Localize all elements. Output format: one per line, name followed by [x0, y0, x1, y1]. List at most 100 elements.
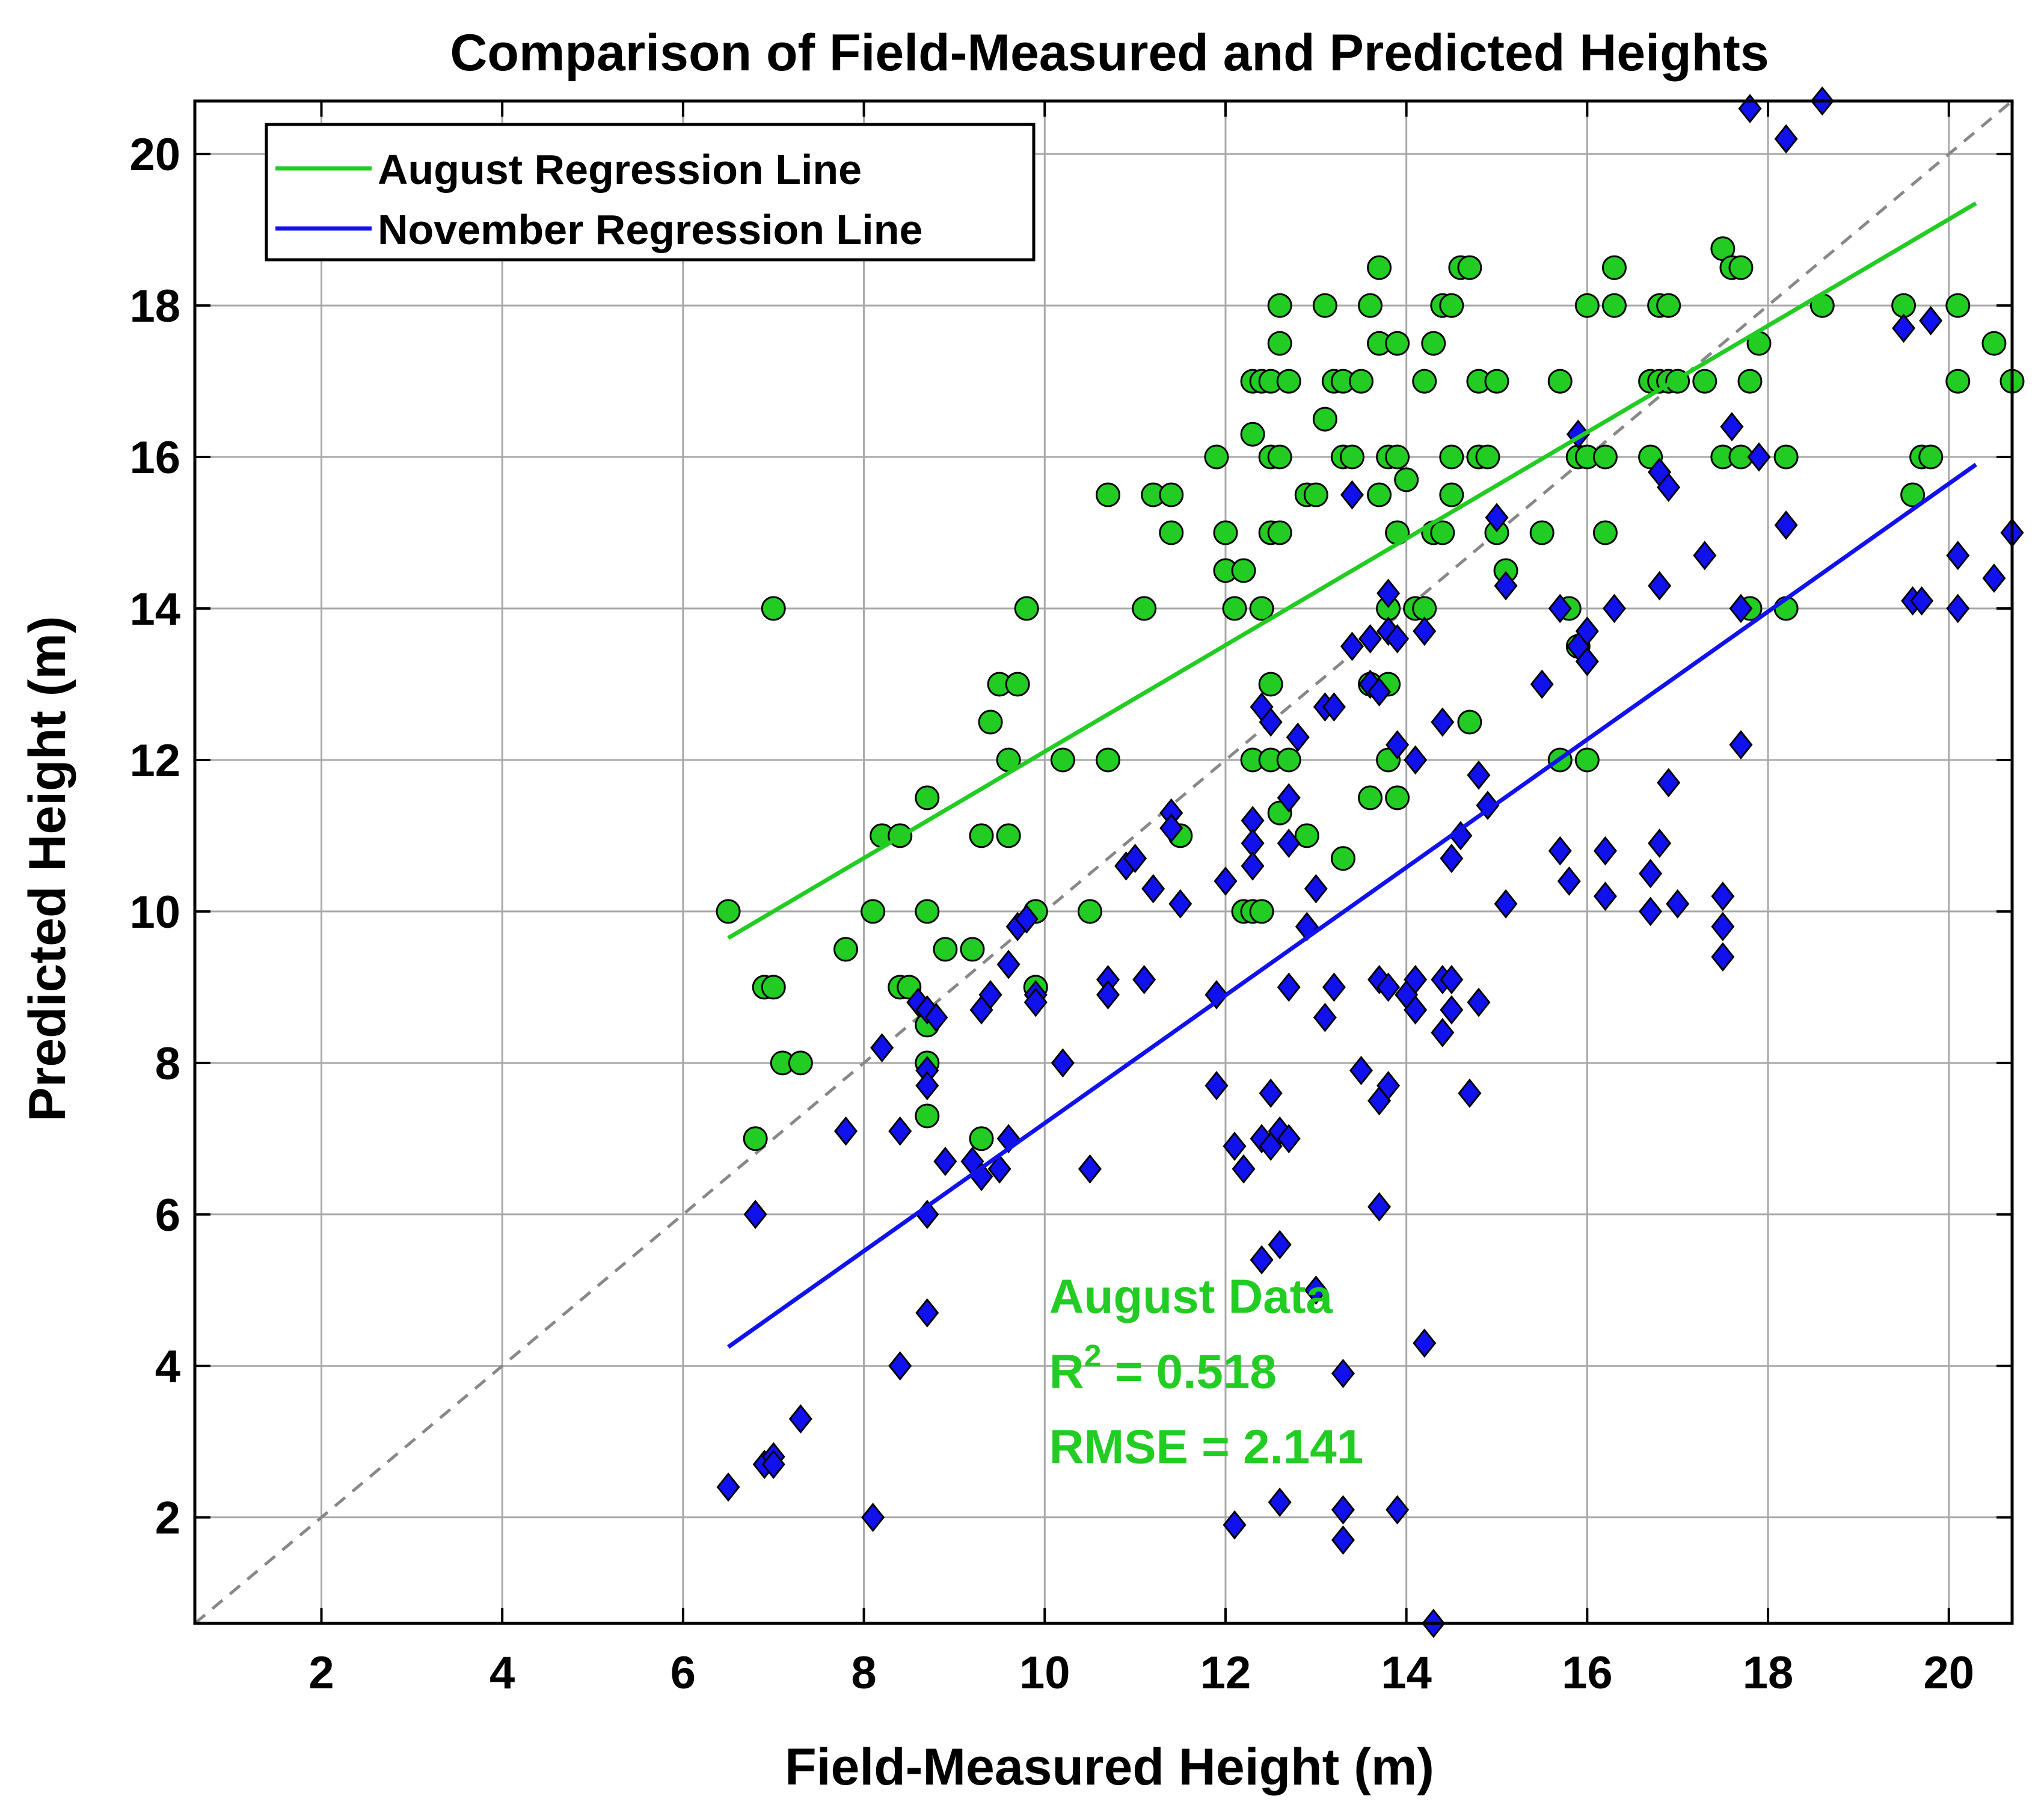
august-point: [1439, 444, 1464, 470]
august-point: [1385, 444, 1410, 470]
november-point: [1322, 972, 1346, 1002]
august-point: [1276, 747, 1301, 773]
regression-lines: [727, 201, 1977, 1349]
november-point: [1892, 313, 1916, 343]
august-point: [1457, 255, 1482, 280]
august-point: [1358, 293, 1383, 318]
november-point: [1132, 964, 1156, 994]
plot-frame: [193, 99, 2014, 1625]
august-point: [1077, 899, 1102, 924]
november-point: [743, 1200, 767, 1230]
november-point: [1666, 889, 1690, 919]
x-tick-label: 4: [490, 1647, 515, 1699]
august-point: [915, 785, 940, 810]
august-point: [1945, 293, 1971, 318]
november-point: [1557, 866, 1581, 896]
august-point: [1981, 331, 2007, 356]
x-tick-label: 10: [1019, 1647, 1070, 1699]
november-point: [1141, 874, 1165, 904]
november-point: [1910, 586, 1934, 616]
november-point: [1268, 1230, 1292, 1260]
y-tick-label: 2: [155, 1493, 180, 1544]
november-point: [1014, 904, 1039, 934]
x-tick-label: 6: [671, 1647, 696, 1699]
august-point: [1159, 520, 1184, 545]
august-point: [1891, 293, 1917, 318]
august-point: [1728, 255, 1754, 280]
august-point: [1385, 785, 1410, 810]
november-point: [1413, 1328, 1437, 1358]
november-point: [1205, 1071, 1229, 1101]
november-point: [1340, 480, 1364, 510]
grid: [195, 101, 2012, 1623]
august-point: [1303, 482, 1328, 507]
legend: August Regression Line November Regressi…: [265, 123, 1036, 262]
november-point: [870, 1033, 894, 1063]
november-point: [1386, 730, 1410, 760]
november-point: [1639, 859, 1663, 889]
august-point: [1737, 369, 1763, 394]
november-point: [1214, 866, 1238, 896]
august-point: [1249, 899, 1274, 924]
august-point: [1222, 596, 1247, 621]
november-point: [1548, 593, 1572, 624]
y-tick-label: 10: [129, 887, 180, 938]
chart-title: Comparison of Field-Measured and Predict…: [450, 24, 1769, 82]
august-point: [1367, 255, 1392, 280]
november-point: [1277, 829, 1301, 858]
november-point: [833, 1116, 858, 1146]
august-point: [1773, 444, 1799, 470]
august-point: [1484, 369, 1509, 394]
august-point: [933, 937, 958, 962]
november-point: [861, 1503, 885, 1533]
november-point: [1774, 124, 1798, 154]
november-point: [1331, 1358, 1355, 1388]
y-tick-label: 6: [155, 1190, 180, 1241]
november-point: [1639, 896, 1663, 927]
november-point: [1593, 881, 1617, 912]
august-point: [833, 937, 859, 962]
august-point: [969, 823, 994, 848]
november-point: [1440, 995, 1464, 1025]
november-regression-line: [727, 462, 1977, 1349]
november-point: [888, 1116, 912, 1146]
november-point: [924, 1002, 948, 1032]
august-point: [1159, 482, 1184, 507]
august-point: [1330, 846, 1355, 871]
y-tick-label: 4: [155, 1341, 180, 1393]
november-point: [1376, 972, 1401, 1002]
november-point: [1575, 646, 1599, 676]
august-point: [1945, 369, 1971, 394]
november-point: [1376, 578, 1401, 608]
november-point: [1530, 669, 1554, 699]
august-point: [1014, 596, 1039, 621]
august-point: [716, 899, 741, 924]
august-point: [1204, 444, 1229, 470]
august-point: [1339, 444, 1364, 470]
august-point: [1529, 520, 1554, 545]
november-point: [1367, 677, 1392, 706]
november-point: [1259, 707, 1283, 737]
november-point: [1982, 563, 2006, 593]
november-point: [1747, 442, 1771, 472]
november-point: [1331, 1525, 1355, 1555]
november-point: [1711, 881, 1735, 912]
august-point: [1412, 369, 1437, 394]
november-point: [1711, 942, 1735, 972]
november-point: [1404, 745, 1428, 775]
august-point: [743, 1126, 768, 1151]
november-point: [1376, 1071, 1401, 1101]
y-tick-label: 12: [129, 735, 180, 786]
november-point: [1404, 995, 1428, 1025]
august-point: [1258, 672, 1283, 697]
august-point: [1348, 369, 1373, 394]
november-point: [1349, 1056, 1373, 1085]
november-point: [1168, 889, 1192, 919]
november-point: [1467, 760, 1491, 790]
november-point: [1648, 829, 1672, 858]
august-point: [1394, 467, 1419, 492]
november-point: [716, 1472, 740, 1502]
august-point: [978, 709, 1003, 735]
november-point: [1494, 571, 1518, 601]
